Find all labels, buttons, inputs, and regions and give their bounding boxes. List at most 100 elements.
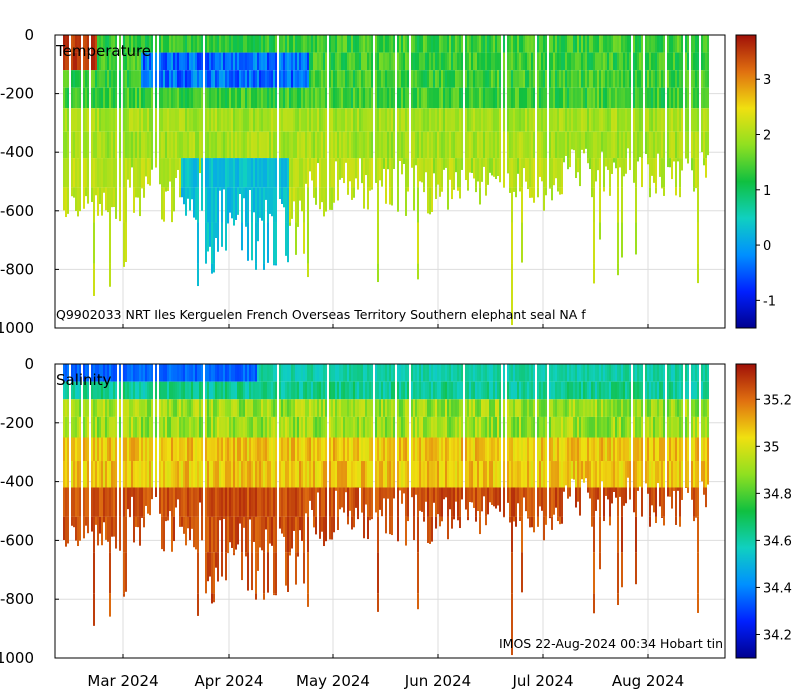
temperature-cell: [111, 70, 113, 88]
salinity-cell: [305, 381, 307, 400]
temperature-cell: [225, 70, 227, 88]
salinity-cell: [679, 437, 681, 462]
temperature-cell: [391, 131, 393, 159]
temperature-cell: [411, 158, 413, 168]
temperature-cell: [211, 131, 213, 159]
temperature-cell: [661, 108, 663, 132]
temperature-cell: [107, 35, 109, 53]
salinity-cell: [561, 437, 563, 462]
salinity-cell: [447, 516, 449, 540]
salinity-cell: [111, 381, 113, 400]
temperature-cell: [421, 131, 423, 159]
salinity-cell: [283, 364, 285, 382]
temperature-cell: [377, 108, 379, 132]
salinity-cell: [85, 364, 87, 382]
temperature-cell: [529, 108, 531, 132]
temperature-cell: [291, 35, 293, 53]
temperature-cell: [513, 35, 515, 53]
salinity-cell: [393, 381, 395, 400]
salinity-cell: [371, 461, 373, 488]
temperature-cell: [301, 187, 303, 212]
temperature-cell: [413, 35, 415, 53]
salinity-cell: [145, 381, 147, 400]
temperature-cell: [241, 222, 243, 251]
temperature-cell: [483, 158, 485, 167]
salinity-title: Salinity: [56, 371, 112, 389]
salinity-cell: [161, 487, 163, 517]
salinity-cell: [649, 487, 651, 517]
temperature-cell: [421, 35, 423, 53]
salinity-cell: [93, 416, 95, 438]
salinity-cell: [521, 487, 523, 517]
salinity-cell: [367, 399, 369, 417]
salinity-cell: [301, 487, 303, 517]
temperature-cell: [145, 108, 147, 132]
temperature-cell: [123, 187, 125, 223]
salinity-cell: [357, 364, 359, 382]
temperature-cell: [301, 35, 303, 53]
temperature-cell: [315, 158, 317, 188]
salinity-cell: [705, 364, 707, 382]
temperature-cell: [527, 87, 529, 109]
salinity-cell: [367, 461, 369, 488]
temperature-cell: [355, 87, 357, 109]
temperature-cell: [705, 87, 707, 109]
temperature-cell: [177, 158, 179, 170]
salinity-cell: [335, 437, 337, 462]
temperature-cell: [649, 131, 651, 159]
salinity-cell: [703, 437, 705, 462]
temperature-cell: [331, 108, 333, 132]
temperature-cell: [187, 187, 189, 199]
y-tick-label: -800: [0, 590, 34, 608]
temperature-cell: [425, 87, 427, 109]
temperature-cell: [577, 70, 579, 88]
temperature-cell: [123, 158, 125, 188]
salinity-cell: [377, 461, 379, 488]
temperature-cell: [437, 70, 439, 88]
salinity-cell: [389, 364, 391, 382]
temperature-cell: [217, 222, 219, 252]
salinity-cell: [163, 381, 165, 400]
temperature-cell: [175, 52, 177, 71]
salinity-cell: [429, 364, 431, 382]
temperature-cell: [499, 87, 501, 109]
temperature-cell: [509, 187, 511, 193]
temperature-cell: [269, 52, 271, 71]
temperature-cell: [77, 158, 79, 188]
temperature-cell: [183, 131, 185, 159]
salinity-cell: [297, 552, 299, 557]
salinity-cell: [557, 487, 559, 517]
salinity-cell: [133, 399, 135, 417]
salinity-cell: [163, 437, 165, 462]
temperature-cell: [589, 108, 591, 132]
temperature-cell: [245, 222, 247, 227]
salinity-cell: [289, 381, 291, 400]
temperature-cell: [589, 158, 591, 170]
salinity-cell: [261, 516, 263, 551]
salinity-cell: [217, 399, 219, 417]
salinity-cell: [137, 487, 139, 517]
temperature-cell: [331, 70, 333, 88]
salinity-cell: [595, 399, 597, 417]
temperature-cell: [467, 131, 469, 159]
salinity-cell: [289, 487, 291, 517]
temperature-cell: [703, 108, 705, 132]
salinity-cell: [667, 364, 669, 382]
salinity-cell: [475, 364, 477, 382]
salinity-cell: [651, 399, 653, 417]
salinity-cell: [555, 381, 557, 400]
salinity-cell: [185, 487, 187, 517]
temperature-cell: [103, 87, 105, 109]
salinity-cell: [609, 437, 611, 462]
temperature-cell: [141, 35, 143, 53]
salinity-cell: [311, 399, 313, 417]
salinity-cell: [367, 364, 369, 382]
temperature-cell: [233, 108, 235, 132]
salinity-cell: [491, 416, 493, 438]
salinity-cell: [199, 381, 201, 400]
salinity-cell: [179, 416, 181, 438]
temperature-cell: [687, 131, 689, 159]
salinity-cell: [105, 487, 107, 517]
temperature-cell: [225, 35, 227, 53]
salinity-cell: [263, 516, 265, 553]
